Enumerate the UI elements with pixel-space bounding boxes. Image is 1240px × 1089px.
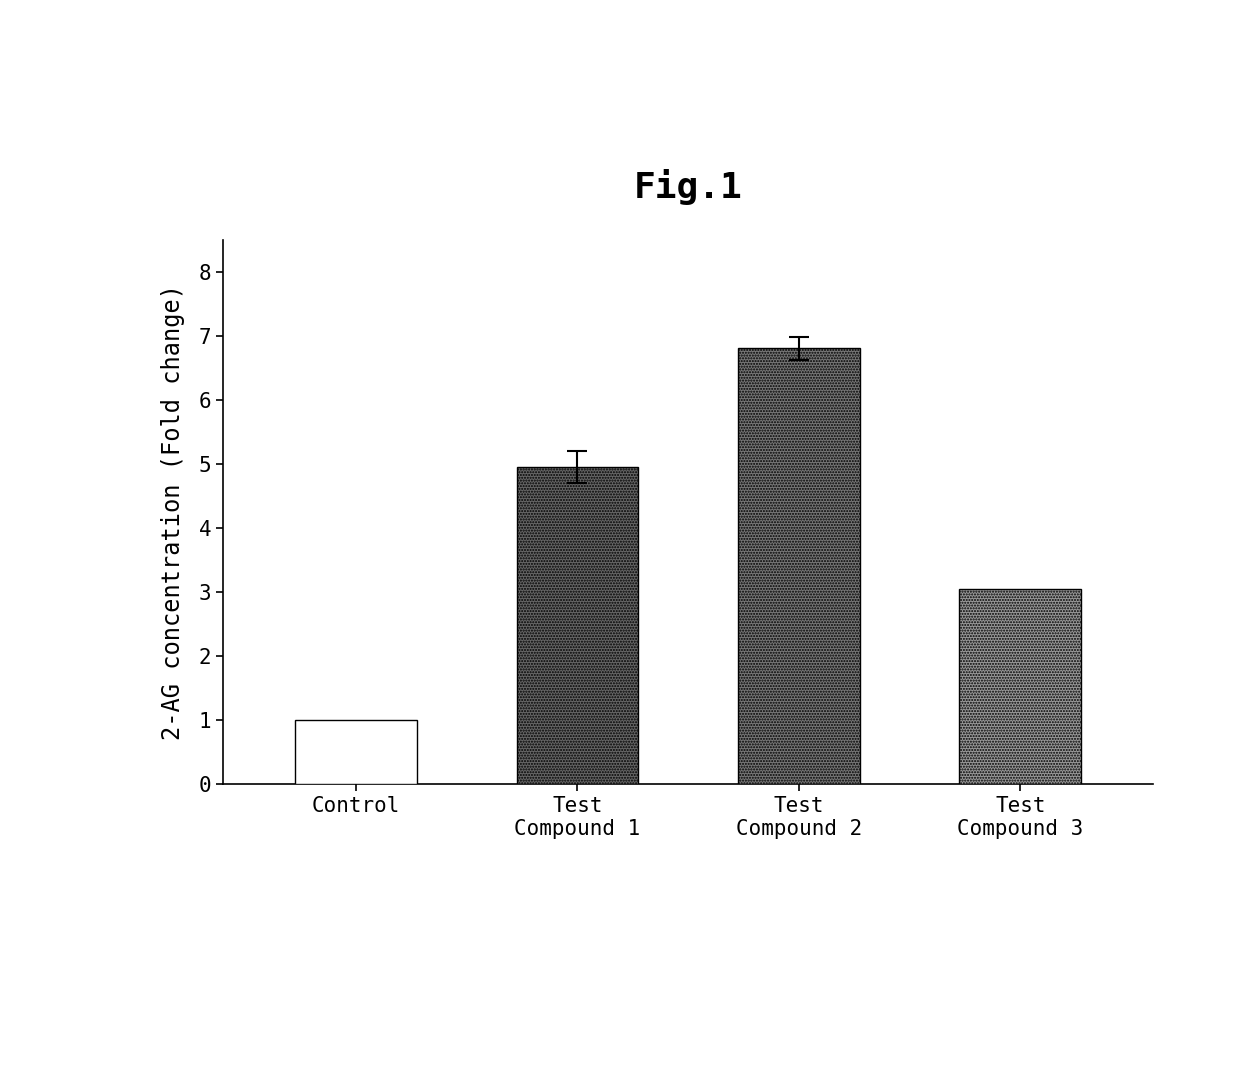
Bar <box>517 467 639 784</box>
Bar <box>738 348 859 784</box>
Title: Fig.1: Fig.1 <box>634 169 743 205</box>
Y-axis label: 2-AG concentration (Fold change): 2-AG concentration (Fold change) <box>161 284 185 739</box>
Bar <box>295 720 417 784</box>
Bar <box>960 589 1081 784</box>
